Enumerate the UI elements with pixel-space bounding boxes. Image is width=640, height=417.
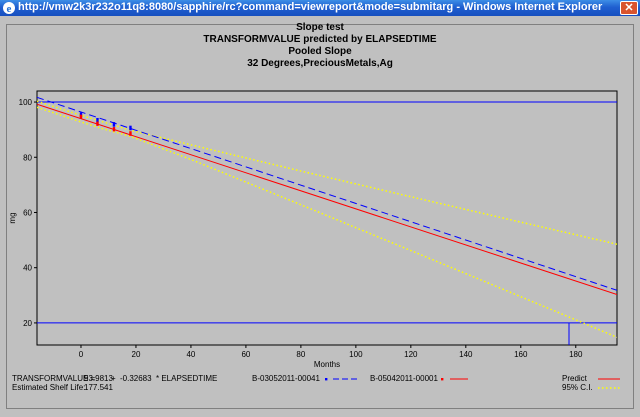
chart-subtitle-3: 32 Degrees,PreciousMetals,Ag bbox=[247, 58, 393, 69]
y-axis-label: mg bbox=[8, 212, 17, 223]
data-point-4-7 bbox=[129, 127, 132, 131]
plot-area bbox=[36, 90, 618, 346]
series-line-1 bbox=[37, 100, 617, 245]
data-point-5-6 bbox=[129, 131, 132, 134]
data-point-4-4 bbox=[112, 122, 116, 125]
x-tick-label-40: 40 bbox=[186, 350, 195, 359]
y-tick-label-60: 60 bbox=[23, 208, 32, 217]
data-point-4-5 bbox=[112, 124, 116, 127]
legend-batch2-marker bbox=[441, 378, 444, 381]
equation-label: TRANSFORMVALUE = bbox=[12, 374, 96, 383]
x-tick-label-140: 140 bbox=[459, 350, 473, 359]
chart-title: Slope test bbox=[296, 22, 344, 33]
legend-batch2-label: B-05042011-00001 bbox=[370, 374, 438, 383]
legend-predict-label: Predict bbox=[562, 374, 587, 383]
x-tick-label-120: 120 bbox=[404, 350, 418, 359]
shelf-life-label: Estimated Shelf Life: bbox=[12, 383, 86, 392]
plot-content bbox=[37, 96, 617, 345]
equation-slope: -0.32683 bbox=[120, 374, 152, 383]
data-point-5-3 bbox=[96, 123, 99, 126]
data-point-5-7 bbox=[129, 133, 132, 136]
window-titlebar: e http://vmw2k3r232o11q8:8080/sapphire/r… bbox=[0, 0, 640, 16]
series-line-2 bbox=[37, 106, 617, 338]
chart-subtitle-2: Pooled Slope bbox=[288, 46, 352, 57]
y-tick-label-80: 80 bbox=[23, 153, 32, 162]
data-point-4-6 bbox=[129, 125, 132, 129]
equation-sign: + bbox=[111, 374, 116, 383]
x-tick-label-100: 100 bbox=[349, 350, 363, 359]
y-tick-label-40: 40 bbox=[23, 264, 32, 273]
x-tick-label-0: 0 bbox=[79, 350, 84, 359]
series-line-0 bbox=[37, 103, 617, 296]
chart-subtitle-1: TRANSFORMVALUE predicted by ELAPSEDTIME bbox=[203, 34, 437, 45]
data-point-5-5 bbox=[112, 129, 116, 132]
chart-titles: Slope test TRANSFORMVALUE predicted by E… bbox=[0, 22, 640, 70]
x-tick-label-60: 60 bbox=[241, 350, 250, 359]
equation-intercept: 93.9813 bbox=[84, 374, 113, 383]
shelf-life-value: 177.541 bbox=[84, 383, 113, 392]
y-tick-label-20: 20 bbox=[23, 319, 32, 328]
x-tick-label-180: 180 bbox=[569, 350, 583, 359]
legend-batch1-marker bbox=[325, 378, 328, 381]
close-button[interactable]: ✕ bbox=[620, 1, 638, 15]
x-tick-label-80: 80 bbox=[296, 350, 305, 359]
x-tick-label-20: 20 bbox=[132, 350, 141, 359]
series-line-3 bbox=[37, 96, 617, 291]
window-title: http://vmw2k3r232o11q8:8080/sapphire/rc?… bbox=[18, 1, 603, 13]
data-point-4-2 bbox=[96, 117, 99, 121]
data-point-5-1 bbox=[79, 116, 83, 119]
data-point-5-4 bbox=[112, 127, 116, 130]
equation-term: * ELAPSEDTIME bbox=[156, 374, 218, 383]
data-point-5-2 bbox=[96, 121, 99, 124]
data-point-4-0 bbox=[79, 112, 83, 115]
legend-batch1-label: B-03052011-00041 bbox=[252, 374, 320, 383]
x-tick-label-160: 160 bbox=[514, 350, 528, 359]
data-point-5-0 bbox=[79, 114, 83, 118]
x-axis-label: Months bbox=[314, 360, 340, 369]
data-point-4-3 bbox=[96, 120, 99, 123]
legend-ci-label: 95% C.I. bbox=[562, 383, 593, 392]
svg-text:e: e bbox=[7, 3, 12, 15]
y-tick-label-100: 100 bbox=[19, 98, 33, 107]
ie-icon: e bbox=[3, 2, 15, 15]
close-icon: ✕ bbox=[624, 2, 634, 14]
